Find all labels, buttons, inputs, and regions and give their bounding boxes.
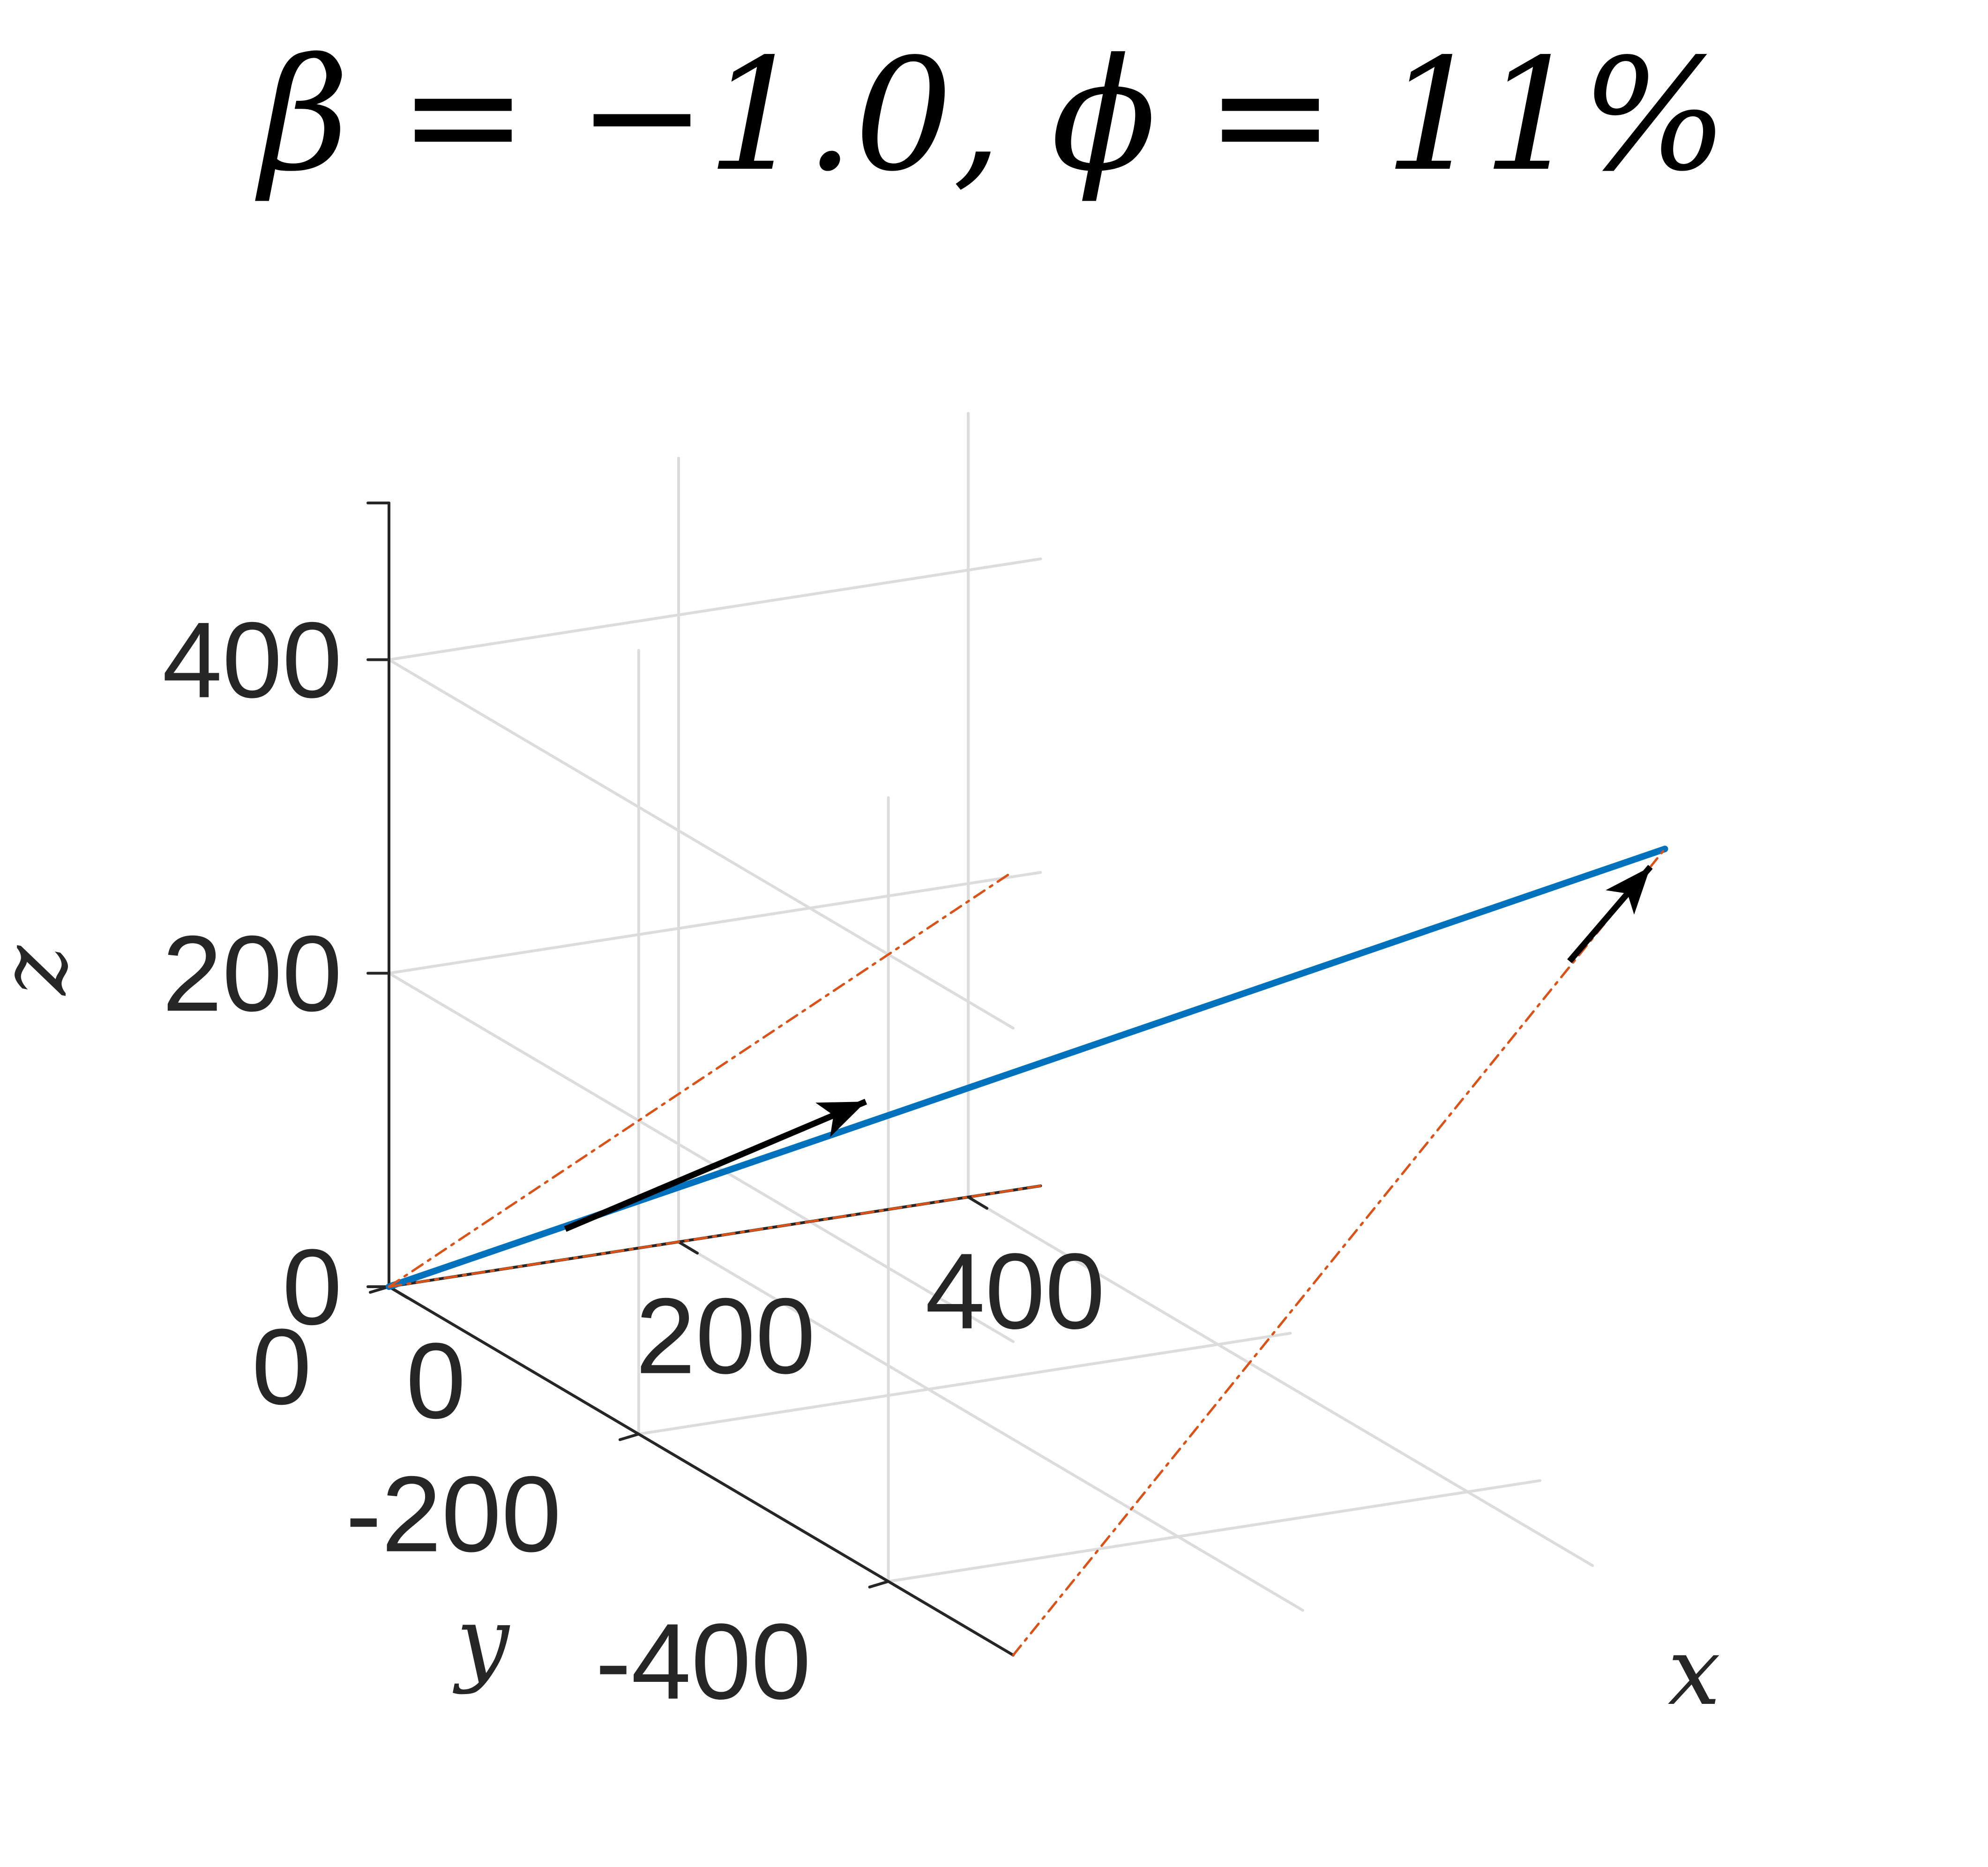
y-tick-label: -400: [595, 1601, 811, 1722]
annotation-layer: [564, 865, 1653, 1232]
grid-line: [677, 1240, 1304, 1612]
grid-layer: [388, 412, 1594, 1657]
grid-line: [967, 1195, 1594, 1567]
grid-line: [388, 871, 1042, 975]
x-axis-tick: [967, 1195, 988, 1210]
y-axis-tick: [618, 1432, 640, 1441]
axis-layer: [366, 502, 1042, 1657]
projection-line-2: [388, 1185, 1042, 1288]
y-axis-line: [388, 1285, 1015, 1657]
x-axis-label: x: [1668, 1617, 1721, 1726]
grid-line: [388, 557, 1042, 661]
grid-line: [637, 1332, 1292, 1436]
y-tick-label: -200: [345, 1454, 561, 1574]
z-tick-label: 400: [162, 600, 342, 720]
x-tick-label: 400: [925, 1231, 1105, 1351]
grid-line: [887, 1479, 1542, 1583]
chart-title: β = −1.0, ϕ = 11%: [255, 25, 1728, 205]
y-axis-tick: [868, 1580, 890, 1589]
y-tick-label: 0: [252, 1306, 312, 1427]
z-tick-label: 0: [282, 1227, 342, 1347]
x-axis-tick: [677, 1240, 699, 1255]
y-axis-label: y: [453, 1587, 511, 1696]
z-tick-label: 200: [162, 913, 342, 1034]
direction-arrow: [564, 1099, 867, 1232]
grid-line: [388, 972, 1015, 1343]
projection-line-3: [1012, 847, 1666, 1657]
x-tick-label: 200: [635, 1275, 815, 1396]
x-tick-label: 0: [406, 1320, 466, 1441]
projection-line-1: [388, 870, 1015, 1288]
direction-arrow: [1567, 865, 1653, 963]
grid-line: [388, 658, 1015, 1030]
z-axis-label: z: [0, 945, 88, 996]
